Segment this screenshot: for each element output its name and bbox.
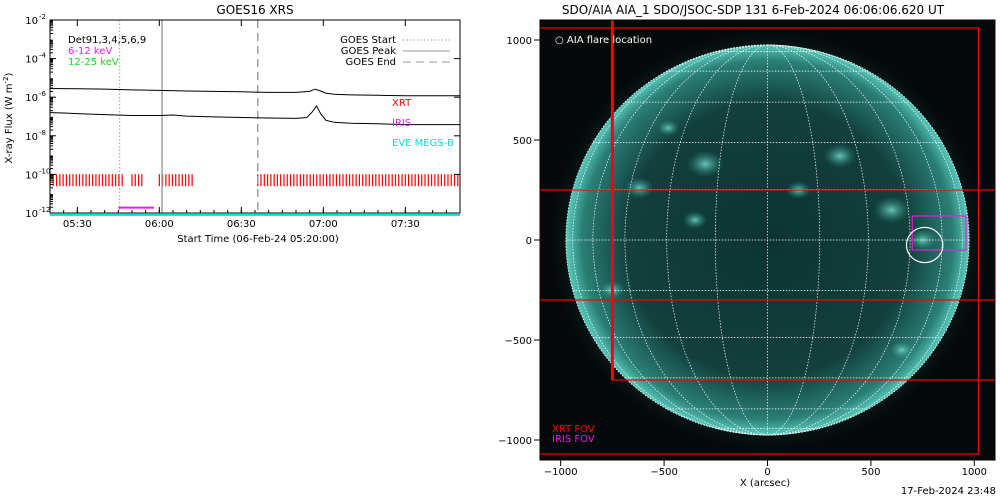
goes-y-tick-exponent: -8 [39,129,46,137]
active-region-brightening [908,229,938,251]
active-region-brightening [872,196,911,224]
goes-y-tick-exponent: -4 [39,52,47,60]
goes-x-tick-label: 07:30 [391,219,420,230]
longitude-grid-line [714,44,768,436]
xrt-fov-box [540,189,995,301]
aia-y-tick-label: −1000 [498,436,532,447]
goes-x-axis-label: Start Time (06-Feb-24 05:20:00) [177,234,339,245]
solar-limb-grid [565,44,970,436]
active-region-brightening [823,144,857,168]
aia-iris-fov-label: IRIS FOV [552,434,595,445]
footer-timestamp: 17-Feb-2024 23:48 [900,486,996,497]
longitude-grid-line [767,44,911,436]
aia-xrt-fov-label: XRT FOV [552,424,595,435]
goes-title: GOES16 XRS [216,3,293,17]
active-region-brightening [686,150,725,178]
aia-image-chart: SDO/AIA AIA_1 SDO/JSOC-SDP 131 6-Feb-202… [498,3,996,489]
legend-goes-start-label: GOES Start [340,35,396,46]
goes-x-tick-label: 06:00 [145,219,174,230]
goes-iris-label: IRIS [392,118,411,129]
longitude-grid-line [767,44,869,436]
goes-xrt-label: XRT [392,98,412,109]
aia-x-tick-label: −500 [650,467,677,478]
goes-y-tick-label: 10 [25,170,38,181]
goes-y-tick-label: 10 [25,209,38,220]
longitude-grid-line [767,44,963,436]
longitude-grid-line [592,44,768,436]
aia-title: SDO/AIA AIA_1 SDO/JSOC-SDP 131 6-Feb-202… [562,3,945,17]
goes-x-tick-label: 05:30 [63,219,92,230]
goes-flux-series-2 [49,104,460,126]
aia-y-tick-label: 500 [513,136,532,147]
goes-flux-series-1 [49,88,461,97]
aia-x-tick-label: 1000 [962,467,987,478]
goes-y-tick-exponent: -10 [39,167,50,175]
goes-x-tick-label: 06:30 [227,219,256,230]
goes-eve-label: EVE MEGS-B [392,138,454,149]
goes-band-6-12-label: 6-12 keV [68,46,112,57]
aia-x-tick-label: 0 [764,467,770,478]
aia-plot-area: −1000 −500 0 500 1000 −1000 −500 0 500 1000 [498,19,996,478]
goes-y-tick-label: 10 [25,16,38,27]
longitude-grid-line [572,44,768,436]
goes-x-tick-label: 07:00 [309,219,338,230]
aia-y-tick-label: 0 [526,236,532,247]
longitude-grid-line [624,44,768,436]
goes-legend: GOES Start GOES Peak GOES End [340,35,450,68]
goes-y-tick-exponent: -12 [39,206,50,214]
goes-y-tick-label: 10 [25,132,38,143]
aia-y-tick-label: 1000 [507,36,532,47]
active-region-brightening [624,177,654,199]
longitude-grid-line [666,44,768,436]
aia-y-tick-label: −500 [505,336,532,347]
goes-band-12-25-label: 12-25 keV [68,57,119,68]
aia-flare-legend: ○ AIA flare location [555,35,652,46]
iris-fov-box [911,215,967,251]
flare-location-circle [905,226,944,264]
active-region-brightening [682,211,708,229]
goes-y-tick-exponent: -2 [39,13,46,21]
active-region-brightening [656,119,680,137]
xrt-fov-box [540,27,980,455]
active-region-brightening [889,341,915,359]
goes-y-tick-label: 10 [25,93,38,104]
goes-y-tick-label: 10 [25,55,38,66]
longitude-grid-line [767,44,943,436]
legend-goes-peak-label: GOES Peak [341,46,396,57]
aia-x-axis-label: X (arcsec) [740,478,790,489]
aia-image-group [540,20,995,460]
goes-y-axis-label: X-ray Flux (W m-2) [2,72,15,163]
aia-x-tick-label: 500 [861,467,880,478]
goes-y-tick-exponent: -6 [39,90,47,98]
goes-det-label: Det91,3,4,5,6,9 [68,35,146,46]
longitude-grid-line [767,44,821,436]
legend-goes-end-label: GOES End [346,57,396,68]
aia-x-tick-label: −1000 [544,467,578,478]
